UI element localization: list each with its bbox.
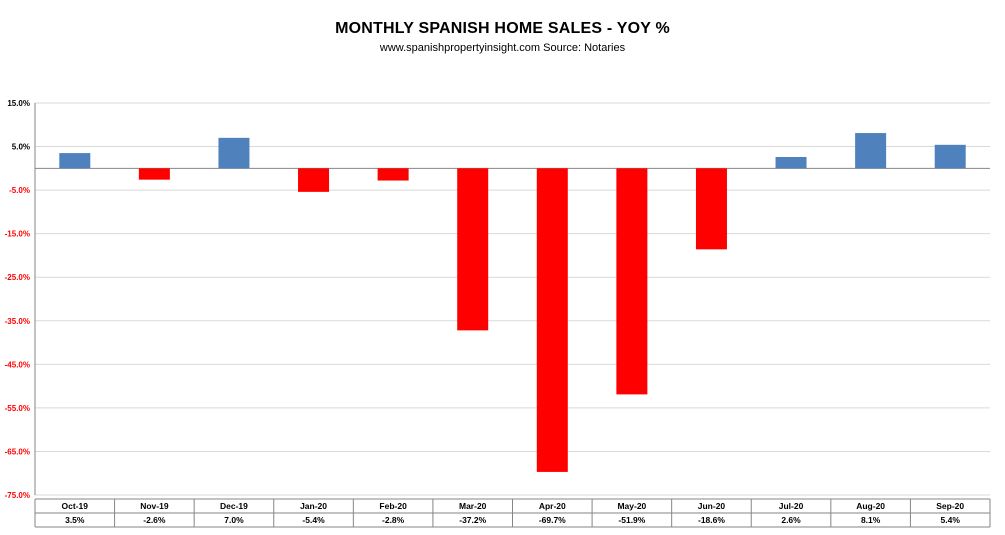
bar-jul-20	[775, 157, 807, 169]
x-category-label: Mar-20	[459, 501, 487, 511]
x-category-label: Dec-19	[220, 501, 248, 511]
bar-dec-19	[218, 137, 250, 169]
y-tick-label: -45.0%	[5, 360, 30, 369]
bar-jan-20	[298, 168, 330, 192]
data-label: 7.0%	[224, 515, 244, 525]
data-label: 5.4%	[941, 515, 961, 525]
bar-may-20	[616, 168, 648, 395]
x-category-label: Aug-20	[856, 501, 885, 511]
chart-subtitle: www.spanishpropertyinsight.com Source: N…	[379, 42, 626, 54]
bar-feb-20	[377, 168, 409, 181]
data-label: -2.8%	[382, 515, 405, 525]
bar-aug-20	[855, 133, 887, 169]
x-category-label: Jan-20	[300, 501, 327, 511]
data-label: -51.9%	[618, 515, 645, 525]
y-tick-label: -55.0%	[5, 404, 30, 413]
x-category-label: Nov-19	[140, 501, 169, 511]
chart-title: MONTHLY SPANISH HOME SALES - YOY %	[335, 20, 670, 37]
data-label: 8.1%	[861, 515, 881, 525]
x-category-label: Jul-20	[779, 501, 804, 511]
data-label: -37.2%	[459, 515, 486, 525]
y-tick-label: -65.0%	[5, 447, 30, 456]
data-label: -5.4%	[302, 515, 325, 525]
y-tick-label: 15.0%	[7, 99, 30, 108]
x-category-label: Apr-20	[539, 501, 566, 511]
data-label: -69.7%	[539, 515, 566, 525]
y-tick-label: 5.0%	[12, 143, 30, 152]
bar-mar-20	[457, 168, 489, 331]
y-tick-label: -25.0%	[5, 273, 30, 282]
bar-apr-20	[536, 168, 568, 472]
data-label: -18.6%	[698, 515, 725, 525]
bar-oct-19	[59, 153, 91, 169]
data-label: -2.6%	[143, 515, 166, 525]
data-label: 2.6%	[781, 515, 801, 525]
bar-nov-19	[138, 168, 170, 180]
x-category-label: Sep-20	[936, 501, 964, 511]
bar-sep-20	[934, 144, 966, 169]
bar-jun-20	[695, 168, 727, 250]
y-tick-label: -5.0%	[9, 186, 30, 195]
y-tick-label: -75.0%	[5, 491, 30, 500]
x-category-label: Jun-20	[698, 501, 726, 511]
x-category-label: May-20	[617, 501, 646, 511]
y-tick-label: -15.0%	[5, 230, 30, 239]
y-tick-label: -35.0%	[5, 317, 30, 326]
data-label: 3.5%	[65, 515, 85, 525]
x-category-label: Oct-19	[62, 501, 89, 511]
x-category-label: Feb-20	[379, 501, 407, 511]
